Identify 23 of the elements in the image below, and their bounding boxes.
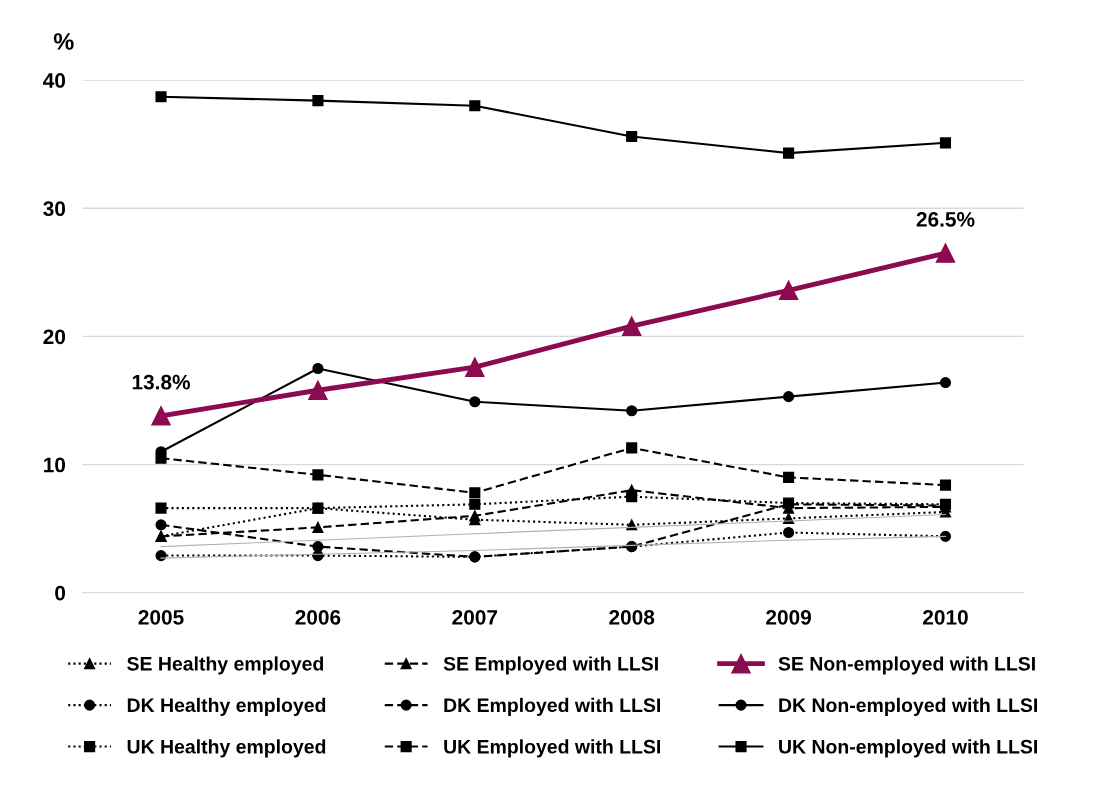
legend-label: SE Healthy employed	[127, 656, 324, 675]
y-tick-label: 20	[43, 329, 66, 345]
x-tick-label: 2005	[138, 609, 184, 625]
legend-label: DK Non-employed with LLSI	[779, 697, 1038, 716]
y-axis-title: %	[53, 33, 74, 50]
legend-label: DK Employed with LLSI	[444, 697, 661, 716]
x-tick-label: 2008	[609, 609, 655, 625]
x-tick-label: 2009	[766, 609, 811, 625]
annotation: 26.5%	[916, 212, 975, 227]
x-tick-label: 2007	[452, 609, 498, 625]
legend-label: UK Healthy employed	[127, 739, 326, 758]
annotation: 13.8%	[132, 374, 191, 390]
legend-label: UK Employed with LLSI	[444, 739, 661, 758]
legend-label: SE Non-employed with LLSI	[778, 656, 1035, 675]
x-tick-label: 2006	[295, 609, 341, 625]
y-tick-label: 40	[43, 73, 66, 88]
x-tick-label: 2010	[923, 609, 968, 625]
y-tick-label: 30	[43, 201, 66, 217]
legend-label: UK Non-employed with LLSI	[779, 739, 1038, 758]
y-tick-label: 10	[44, 457, 66, 473]
y-tick-label: 0	[55, 585, 66, 601]
legend-label: SE Employed with LLSI	[443, 656, 658, 675]
legend-label: DK Healthy employed	[127, 697, 326, 716]
